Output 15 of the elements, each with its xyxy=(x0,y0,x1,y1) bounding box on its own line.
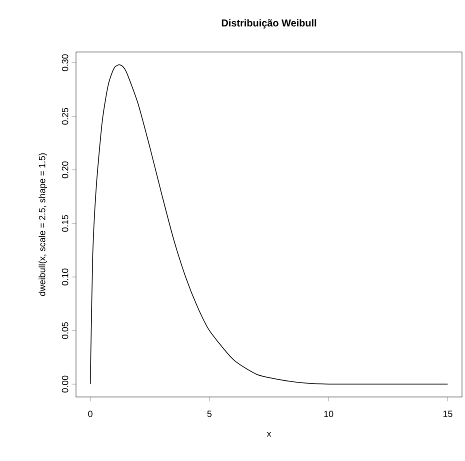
y-tick-label: 0.05 xyxy=(62,322,68,339)
y-tick-label: 0.00 xyxy=(62,376,68,393)
x-axis-title: x xyxy=(266,432,272,437)
x-tick-label: 15 xyxy=(443,410,452,418)
line-series xyxy=(90,64,448,385)
y-tick-label: 0.30 xyxy=(62,54,68,72)
y-tick-label: 0.25 xyxy=(62,108,68,125)
chart-title: Distribuição Weibull xyxy=(222,19,316,28)
y-tick-label: 0.20 xyxy=(62,161,68,178)
x-tick-label: 5 xyxy=(207,410,212,418)
x-tick-label: 10 xyxy=(324,410,334,418)
y-tick-label: 0.10 xyxy=(62,268,68,286)
y-tick-label: 0.15 xyxy=(62,215,68,232)
x-tick-label: 0 xyxy=(88,410,92,418)
y-axis-title: dweibull(x, scale = 2.5, shape = 1.5) xyxy=(38,153,48,296)
